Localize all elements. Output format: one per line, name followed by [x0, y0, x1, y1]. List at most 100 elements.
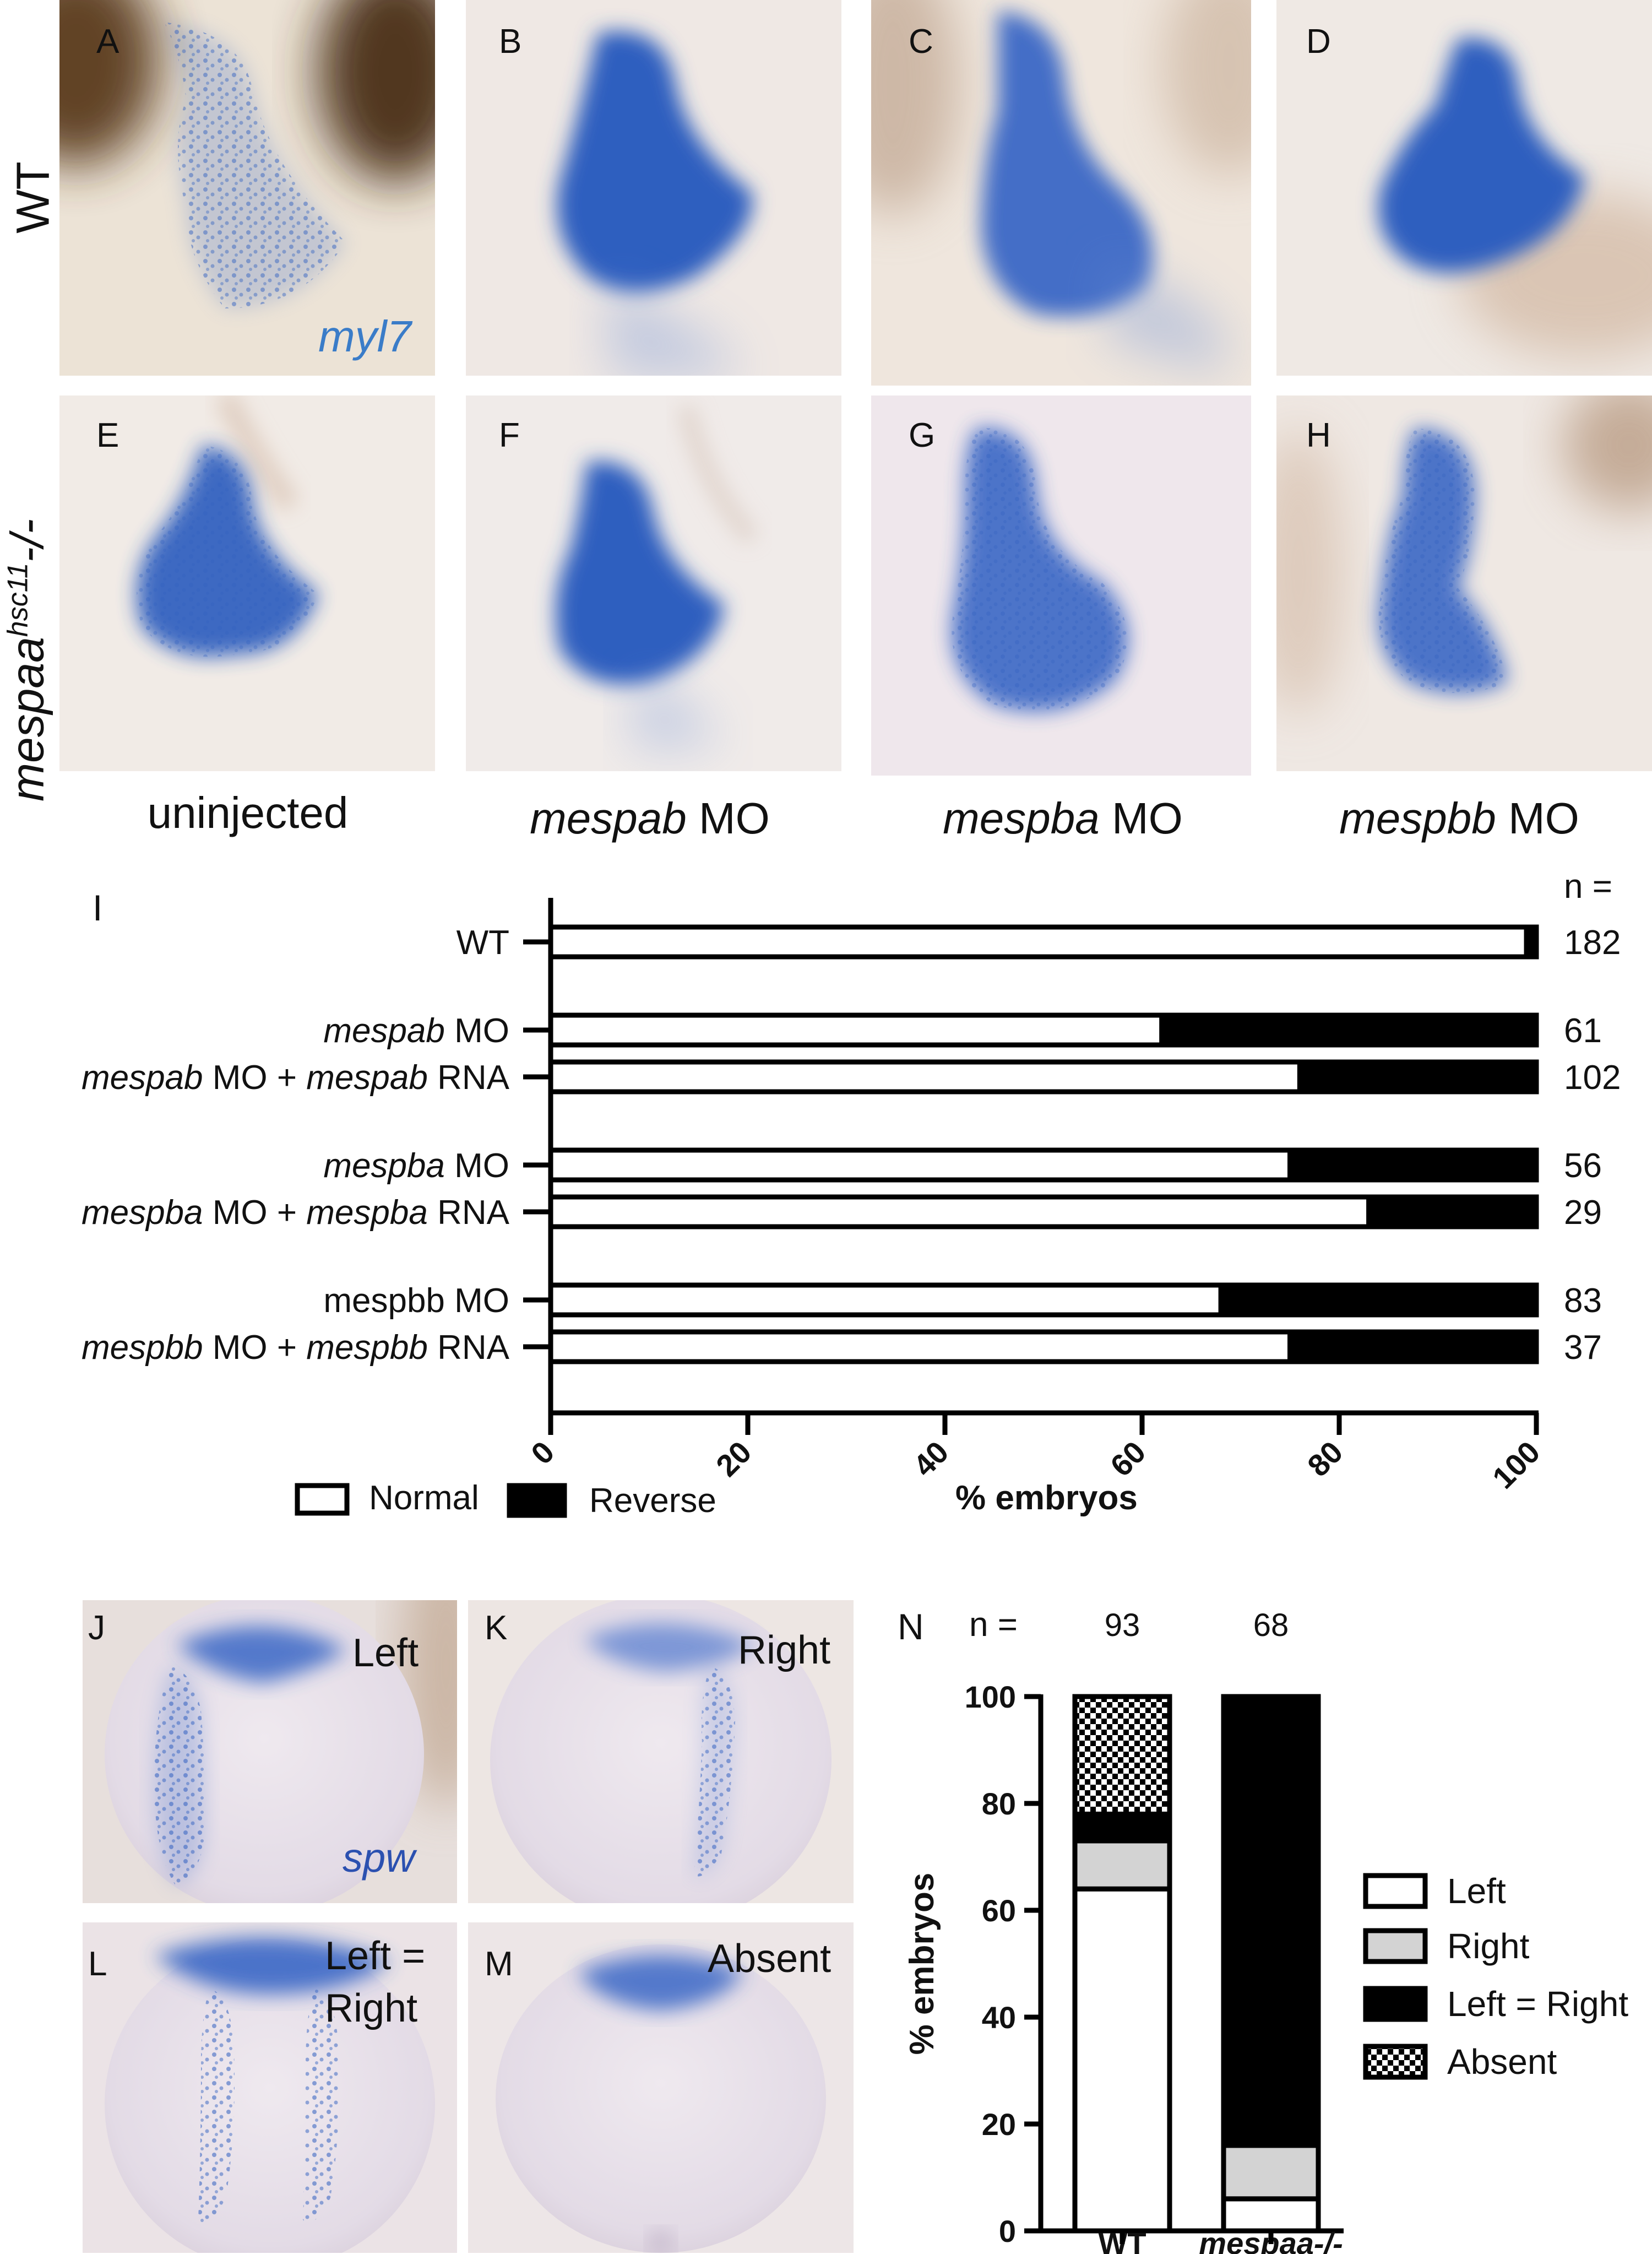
x-axis-label: % embryos	[955, 1479, 1138, 1517]
panel-letter-n: N	[898, 1606, 924, 1647]
legend-swatch-reverse	[507, 1483, 567, 1518]
n-value: 29	[1564, 1194, 1602, 1232]
category-label: mespab MO	[323, 1012, 509, 1050]
category-label-part: mespab	[323, 1012, 445, 1050]
bar-normal	[548, 1012, 1165, 1048]
panel-b-image	[466, 0, 841, 376]
n-value: 182	[1564, 924, 1621, 962]
gene-label-spw: spw	[343, 1835, 415, 1881]
row-label-wt: WT	[7, 161, 59, 234]
n-value: 83	[1564, 1282, 1602, 1320]
x-tick-label: 80	[1301, 1434, 1350, 1483]
panel-f-image	[466, 395, 841, 771]
category-label: mespbb MO	[323, 1282, 509, 1320]
category-label-part: MO	[445, 1147, 509, 1185]
panel-letter-k: K	[485, 1609, 508, 1647]
gene-label-myl7: myl7	[318, 312, 411, 361]
y-axis-label: % embryos	[903, 1873, 941, 2055]
category-label-part: mespbb	[306, 1329, 428, 1367]
category-label-part: mespba	[81, 1194, 203, 1232]
category-label-part: WT	[457, 924, 509, 962]
n-value: 93	[1105, 1607, 1140, 1643]
n-header: n =	[1564, 870, 1612, 906]
y-tick-label: 60	[982, 1893, 1016, 1928]
n-header: n =	[969, 1606, 1018, 1644]
row-label-mutant: mespaahsc11-/-	[1, 506, 55, 815]
panel-letter-f: F	[499, 416, 520, 454]
mo-suffix: MO	[1508, 794, 1579, 843]
category-label-part: MO	[445, 1012, 509, 1050]
category-label: mespab MO + mespab RNA	[81, 1059, 510, 1097]
n-value: 102	[1564, 1059, 1621, 1097]
bar-reverse	[1366, 1194, 1539, 1229]
n-value: 68	[1253, 1607, 1289, 1643]
panel-letter-m: M	[485, 1945, 513, 1983]
category-label-part: MO +	[203, 1059, 307, 1097]
bar-reverse	[1524, 924, 1539, 960]
mo-suffix: MO	[698, 794, 770, 843]
bar-reverse	[1287, 1147, 1539, 1183]
category-label-part: mespba	[306, 1194, 428, 1232]
panel-letter-l: L	[88, 1945, 107, 1983]
y-tick-label: 0	[999, 2214, 1016, 2248]
spw-label-left-eq-right-line2: Right	[325, 1986, 418, 2030]
bar-segment-right	[1072, 1838, 1172, 1892]
category-label-part: RNA	[428, 1059, 510, 1097]
mo-suffix: MO	[1111, 794, 1183, 843]
bar-normal	[548, 924, 1529, 960]
bar-segment-right	[1221, 2143, 1321, 2202]
panel-letter-e: E	[96, 416, 119, 454]
legend-swatch-left	[1363, 1873, 1428, 1909]
spw-label-left-eq-right-line1: Left =	[325, 1934, 426, 1978]
panel-letter-b: B	[499, 23, 522, 61]
bar-normal	[548, 1329, 1292, 1364]
panel-c-image	[871, 0, 1251, 386]
y-tick-label: 80	[982, 1786, 1016, 1821]
category-label-part: MO +	[203, 1329, 307, 1367]
bar-segment-left	[1072, 1886, 1172, 2234]
category-label-part: mespab	[81, 1059, 203, 1097]
column-label-uninjected: uninjected	[147, 788, 349, 837]
category-label-part: mespbb MO	[323, 1282, 509, 1320]
legend-swatch-left-right	[1363, 1986, 1428, 2022]
bar-reverse	[1287, 1329, 1539, 1364]
spw-label-left: Left	[352, 1631, 419, 1675]
mespbb-gene: mespbb	[1339, 794, 1496, 843]
panel-letter-g: G	[909, 416, 936, 454]
spw-label-absent: Absent	[708, 1937, 832, 1981]
panel-m-image	[468, 1922, 854, 2253]
panel-letter-i: I	[93, 887, 103, 928]
bar-segment-left-right	[1072, 1811, 1172, 1844]
category-label: mespbb MO + mespbb RNA	[81, 1329, 510, 1367]
legend-label-left-right: Left = Right	[1447, 1984, 1628, 2024]
bar-reverse	[1218, 1282, 1539, 1318]
bar-reverse	[1297, 1059, 1539, 1095]
mespab-gene: mespab	[530, 794, 687, 843]
category-label: WT	[457, 924, 509, 962]
column-label-mespba-mo: mespba MO	[887, 793, 1239, 844]
panel-d-image	[1276, 0, 1652, 376]
mutant-suffix: -/-	[1, 518, 53, 563]
panel-j-image	[83, 1600, 457, 1903]
panel-a-image	[59, 0, 435, 376]
panel-letter-c: C	[909, 23, 933, 61]
x-tick-label: 60	[1104, 1434, 1153, 1483]
bar-normal	[548, 1059, 1302, 1095]
panel-k-image	[468, 1600, 854, 1903]
panel-i-chart: n = WT 182 mespab MO 61 mespab MO + mespab RN…	[81, 870, 1621, 1520]
legend-label-left: Left	[1447, 1871, 1506, 1911]
y-tick-label: 20	[982, 2107, 1016, 2142]
category-label-part: RNA	[428, 1329, 510, 1367]
bar-segment-left-right	[1221, 1694, 1321, 2148]
category-label-part: mespba	[323, 1147, 445, 1185]
x-tick-label: 20	[709, 1434, 758, 1483]
bar-normal	[548, 1147, 1292, 1183]
category-label-part: mespab	[306, 1059, 428, 1097]
x-tick-label: 40	[906, 1434, 955, 1483]
y-tick-label: 100	[965, 1679, 1016, 1714]
panel-h-image	[1276, 395, 1652, 771]
n-value: 56	[1564, 1147, 1602, 1185]
bar-reverse	[1159, 1012, 1539, 1048]
mutant-allele: hsc11	[2, 562, 34, 637]
